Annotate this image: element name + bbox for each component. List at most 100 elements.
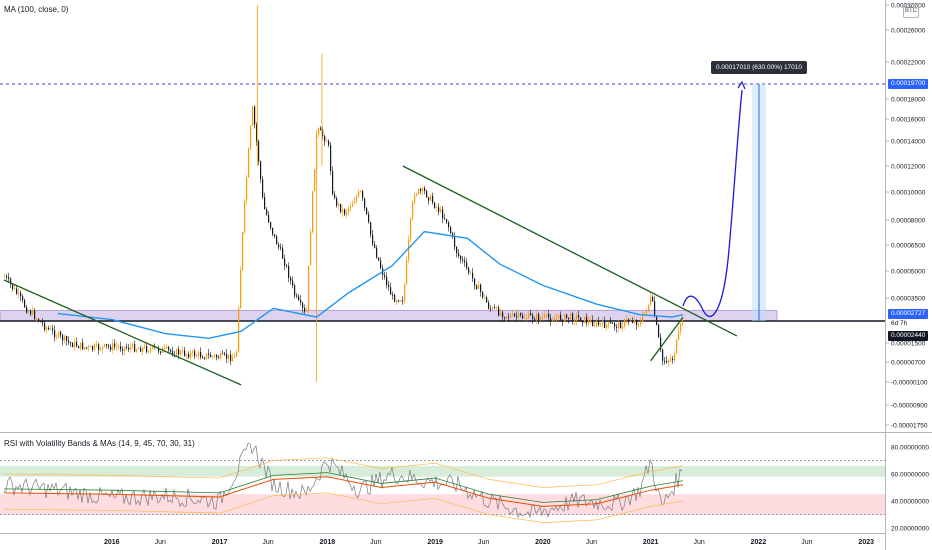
candle-body xyxy=(566,314,568,318)
candle-body xyxy=(342,209,344,213)
candle-body xyxy=(666,360,668,363)
candle-body xyxy=(12,284,14,290)
candle-body xyxy=(372,234,374,245)
candle-body xyxy=(654,301,656,317)
candle-body xyxy=(508,316,510,318)
candle-body xyxy=(24,300,26,308)
candle-body xyxy=(178,349,180,355)
candle-body xyxy=(148,351,150,353)
candle-body xyxy=(638,324,640,326)
candle-body xyxy=(590,320,592,322)
candle-body xyxy=(450,227,452,234)
candle-body xyxy=(212,356,214,358)
candle-body xyxy=(408,239,410,261)
candle-body xyxy=(580,317,582,322)
candle-body xyxy=(112,343,114,351)
candle-body xyxy=(78,346,80,349)
candle-body xyxy=(606,324,608,328)
candle-body xyxy=(240,269,242,309)
ticker-badge[interactable]: BTC xyxy=(903,4,919,18)
x-tick-label: 2021 xyxy=(643,539,659,546)
candle-body xyxy=(88,346,90,348)
candle-body xyxy=(274,234,276,237)
candle-body xyxy=(484,297,486,299)
candle-body xyxy=(374,244,376,248)
candle-body xyxy=(400,300,402,302)
candle-body xyxy=(410,218,412,240)
y-tick-label: -0.00000900 xyxy=(891,403,928,410)
candle-body xyxy=(18,292,20,294)
candle-body xyxy=(150,348,152,352)
candle-body xyxy=(328,140,330,145)
candle-body xyxy=(646,310,648,313)
candle-body xyxy=(432,195,434,203)
candle-body xyxy=(592,320,594,327)
candle-body xyxy=(464,260,466,263)
candle-body xyxy=(574,320,576,322)
target-price-tag: 0.00019700 xyxy=(888,79,929,89)
candle-body xyxy=(42,321,44,324)
candle-body xyxy=(312,191,314,232)
candle-body xyxy=(546,314,548,316)
candle-body xyxy=(250,125,252,149)
candle-body xyxy=(458,253,460,256)
candle-body xyxy=(70,342,72,344)
candle-body xyxy=(330,144,332,172)
candle-body xyxy=(256,124,258,142)
candle-body xyxy=(420,188,422,192)
candle-body xyxy=(584,316,586,323)
candle-body xyxy=(434,202,436,208)
candle-body xyxy=(656,316,658,325)
candle-body xyxy=(548,314,550,318)
candle-body xyxy=(304,308,306,312)
ma-line xyxy=(57,230,684,340)
candle-body xyxy=(390,287,392,295)
candle-body xyxy=(134,344,136,352)
candle-body xyxy=(496,307,498,309)
candle-body xyxy=(386,276,388,285)
candle-body xyxy=(366,207,368,215)
candle-body xyxy=(294,285,296,296)
candle-body xyxy=(490,308,492,310)
candle-body xyxy=(56,336,58,338)
candle-body xyxy=(568,317,570,320)
candle-body xyxy=(480,284,482,292)
candle-body xyxy=(364,198,366,208)
candle-body xyxy=(322,130,324,137)
candle-body xyxy=(352,203,354,207)
candle-body xyxy=(14,288,16,290)
candle-body xyxy=(378,257,380,261)
candle-body xyxy=(252,106,254,126)
x-tick-label: Jun xyxy=(801,539,812,546)
candle-body xyxy=(166,347,168,349)
candle-body xyxy=(168,347,170,350)
candle-body xyxy=(610,321,612,323)
candle-body xyxy=(504,317,506,319)
candle-body xyxy=(604,320,606,328)
candle-body xyxy=(626,319,628,321)
candle-body xyxy=(358,191,360,197)
candle-body xyxy=(180,351,182,355)
candle-body xyxy=(384,275,386,277)
candle-body xyxy=(102,346,104,350)
candle-body xyxy=(644,312,646,315)
candle-body xyxy=(512,313,514,316)
candle-body xyxy=(440,209,442,212)
candle-body xyxy=(190,352,192,358)
candle-body xyxy=(202,357,204,359)
candle-body xyxy=(242,232,244,270)
x-tick-label: Jun xyxy=(370,539,381,546)
candle-body xyxy=(100,349,102,351)
candle-body xyxy=(426,190,428,198)
candle-body xyxy=(438,207,440,212)
candle-body xyxy=(320,128,322,131)
candle-body xyxy=(40,321,42,323)
candle-body xyxy=(662,349,664,361)
candle-body xyxy=(272,227,274,235)
candle-body xyxy=(600,323,602,325)
candle-body xyxy=(538,314,540,321)
candle-body xyxy=(618,322,620,328)
x-tick-label: Jun xyxy=(478,539,489,546)
candle-body xyxy=(208,353,210,355)
candle-body xyxy=(636,320,638,326)
